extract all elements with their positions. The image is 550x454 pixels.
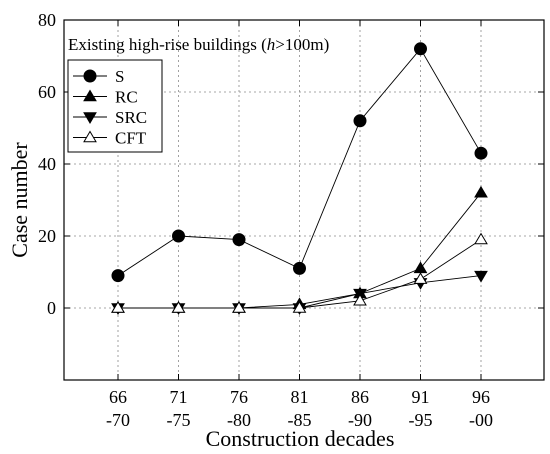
data-point-s (474, 146, 488, 160)
data-point-rc (413, 261, 428, 274)
legend-marker (83, 89, 97, 102)
data-point-src (474, 270, 488, 283)
legend-label: CFT (115, 129, 147, 148)
y-tick-label: 20 (38, 226, 56, 246)
data-point-s (232, 233, 246, 247)
data-point-cft (474, 232, 488, 245)
x-tick-label: 96 (472, 387, 490, 407)
legend-item-rc: RC (73, 88, 138, 107)
x-axis-title: Construction decades (206, 426, 395, 451)
x-tick-label: 66 (109, 387, 127, 407)
y-axis-title: Case number (7, 142, 32, 258)
data-point-s (111, 269, 125, 283)
x-tick-label: -85 (288, 410, 312, 430)
legend-marker (83, 130, 97, 143)
data-point-cft (232, 301, 246, 313)
x-tick-label: -70 (106, 410, 130, 430)
legend-item-cft: CFT (73, 129, 147, 148)
y-tick-label: 80 (38, 10, 56, 30)
data-point-cft (413, 272, 428, 284)
x-tick-label: -80 (227, 410, 251, 430)
legend-label: RC (115, 88, 138, 107)
x-tick-label: -95 (409, 410, 433, 430)
legend-marker (83, 112, 97, 124)
series-s (111, 42, 488, 283)
y-tick-label: 60 (38, 82, 56, 102)
x-tick-label: 86 (351, 387, 369, 407)
data-point-rc (474, 185, 488, 198)
series-lines (111, 42, 488, 315)
axis-ticks: 66 -70 71 -75 76 -80 81 -85 86 -90 91 -95 96 -00 0 20 40… (38, 10, 544, 430)
legend-label: SRC (115, 108, 147, 127)
x-tick-label: 91 (412, 387, 430, 407)
annotation: Existing high-rise buildings (h>100m) (68, 35, 329, 54)
data-point-s (353, 114, 367, 128)
legend-label: S (115, 67, 124, 86)
legend-item-s: S (73, 67, 124, 86)
x-tick-label: -00 (469, 410, 493, 430)
x-tick-label: 71 (170, 387, 188, 407)
x-tick-label: 76 (230, 387, 248, 407)
y-tick-label: 0 (47, 298, 56, 318)
data-point-cft (111, 301, 125, 313)
legend-marker (83, 69, 97, 83)
series-cft (111, 232, 488, 313)
data-point-s (414, 42, 427, 56)
x-tick-label: -75 (167, 410, 191, 430)
plot-area-frame (63, 19, 545, 381)
data-point-s (172, 229, 185, 243)
data-point-cft (292, 301, 307, 313)
y-tick-label: 40 (38, 154, 56, 174)
data-point-cft (171, 301, 186, 313)
data-point-s (293, 261, 306, 275)
data-point-cft (353, 293, 367, 306)
legend-item-src: SRC (73, 108, 147, 127)
x-tick-label: -90 (348, 410, 372, 430)
x-tick-label: 81 (291, 387, 309, 407)
